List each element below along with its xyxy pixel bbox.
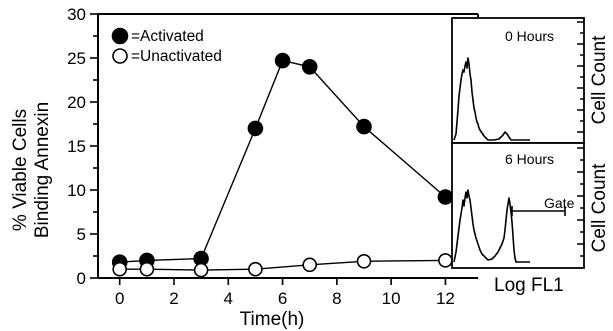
x-tick-label-1: 2 (169, 289, 178, 308)
log-fl1-label: Log FL1 (494, 275, 564, 296)
data-point-series-1-2 (193, 262, 209, 278)
series-points (111, 52, 454, 278)
inset-label-6-hours: 6 Hours (505, 151, 554, 167)
y-tick-label-6: 30 (67, 5, 86, 24)
main-chart: % Viable Cells Binding Annexin 0 2 4 6 8 10 12… (10, 5, 479, 330)
x-tick-label-5: 10 (382, 289, 401, 308)
series-line-1 (119, 259, 446, 271)
cell-count-label-bottom: Cell Count (589, 163, 610, 252)
legend-marker-unactivated (112, 48, 128, 64)
data-point-series-1-5 (356, 253, 372, 269)
inset-label-0-hours: 0 Hours (505, 28, 554, 44)
inset-right-ticks (577, 21, 584, 257)
legend-marker-activated (111, 27, 129, 45)
data-point-series-1-1 (139, 261, 155, 277)
data-point-series-0-6 (356, 118, 372, 135)
y-tick-label-1: 5 (77, 225, 86, 244)
legend-label-unactivated: =Unactivated (131, 48, 222, 65)
y-axis-title: % Viable Cells Binding Annexin (10, 102, 53, 238)
data-point-series-1-6 (438, 253, 453, 268)
inset-frame-bottom (451, 142, 585, 269)
y-axis-title-line-2: Binding Annexin (32, 102, 53, 238)
data-point-series-1-4 (302, 257, 318, 273)
x-tick-label-2: 4 (224, 289, 233, 308)
x-tick-label-4: 8 (332, 289, 341, 308)
data-point-series-1-3 (248, 261, 263, 277)
histogram-0-hours (453, 57, 530, 141)
inset-frame-top (451, 17, 585, 144)
y-tick-label-3: 15 (67, 137, 86, 156)
x-axis-title: Time(h) (240, 309, 305, 330)
x-tick-label-0: 0 (115, 289, 124, 308)
y-tick-label-4: 20 (67, 93, 86, 112)
x-tick-label-3: 6 (278, 289, 287, 308)
data-point-series-1-0 (112, 261, 127, 277)
data-point-series-0-4 (274, 52, 291, 69)
series-line-0 (119, 59, 446, 263)
data-point-series-0-3 (247, 120, 264, 137)
histogram-6-hours (453, 189, 530, 263)
series-lines (119, 59, 446, 271)
data-point-series-0-7 (437, 189, 454, 205)
y-tick-label-5: 25 (67, 49, 86, 68)
legend: =Activated =Unactivated (111, 27, 222, 65)
y-tick-label-2: 10 (67, 181, 86, 200)
x-tick-label-6: 12 (436, 289, 455, 308)
legend-label-activated: =Activated (131, 28, 204, 45)
y-tick-label-0: 0 (77, 269, 86, 288)
y-axis-title-line-1: % Viable Cells (10, 109, 31, 231)
gate-label: Gate (544, 195, 575, 211)
cell-count-label-top: Cell Count (589, 35, 610, 124)
axis-ticks: 0 2 4 6 8 10 12 0 5 10 15 20 25 30 (67, 5, 455, 308)
histogram-insets: 0 Hours 6 Hours Gate Cell Count Cell Cou… (451, 17, 610, 296)
data-point-series-0-5 (301, 59, 318, 75)
